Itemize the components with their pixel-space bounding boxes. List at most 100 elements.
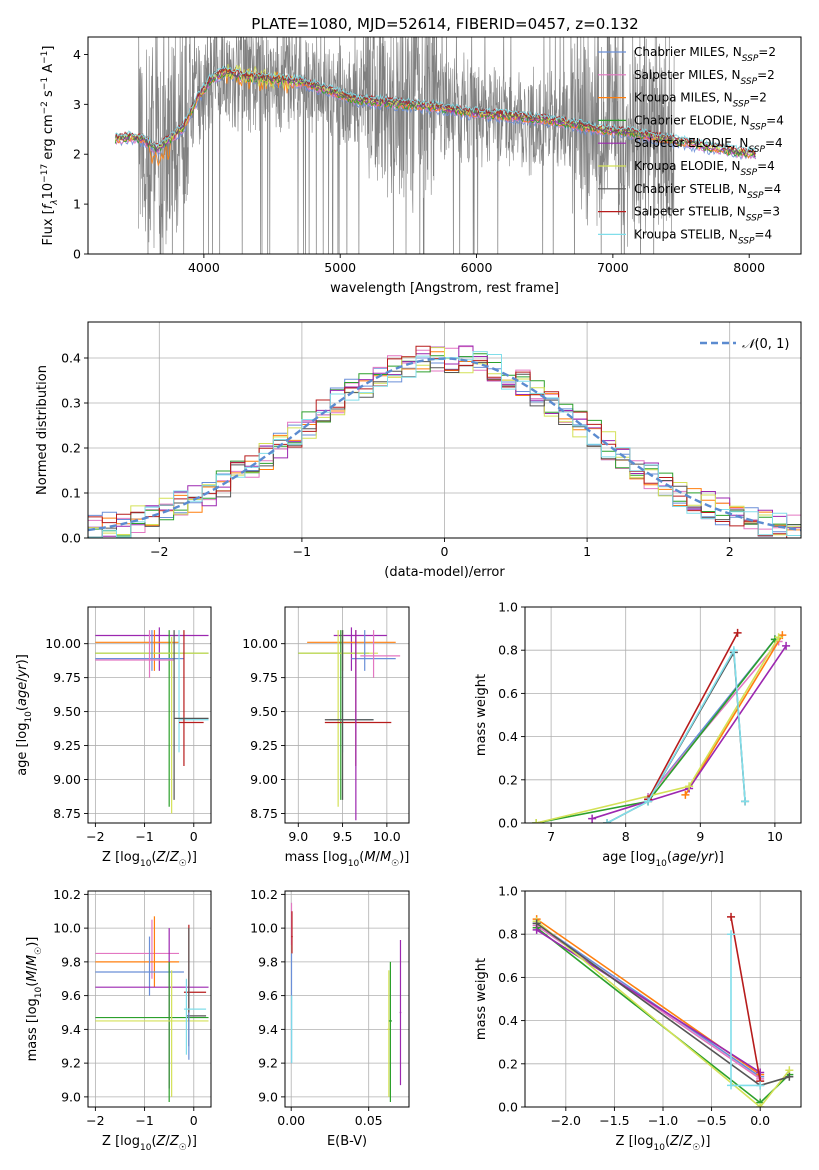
x-tick-label: 0.00 (277, 1113, 305, 1128)
label-part: )] (700, 1134, 710, 1149)
label-part: Salpeter MILES, N (634, 68, 741, 82)
weight-point-marker (727, 930, 736, 939)
x-tick-label: 0 (441, 544, 449, 559)
weight-age-y-axis-label: mass weight (474, 674, 489, 756)
label-part: yr (15, 663, 30, 679)
y-tick-label: 9.0 (61, 1089, 81, 1104)
x-tick-label: 10.0 (373, 829, 401, 844)
label-part: / (696, 850, 701, 865)
y-tick-label: 0.4 (498, 1013, 518, 1028)
legend-entry-label: Salpeter STELIB, NSSP=3 (634, 205, 780, 224)
weight-z-y-axis-label: mass weight (474, 958, 489, 1040)
label-part: 10 (653, 1143, 665, 1153)
label-part: −1 (40, 77, 50, 90)
axes-frame (524, 890, 802, 1108)
plot-area (88, 322, 801, 538)
plot-area (114, 37, 757, 254)
label-part: / (165, 850, 170, 865)
y-tick-label: 10.2 (250, 887, 278, 902)
label-part: age (672, 850, 696, 865)
weight-point-marker (685, 782, 694, 791)
x-tick-label: −1.0 (648, 1113, 678, 1128)
plot-area (525, 607, 801, 823)
y-tick-label: 0.4 (61, 351, 81, 366)
label-part: ☉ (391, 859, 399, 869)
legend-label-normal: 𝒩(0, 1) (742, 337, 789, 352)
label-part: A (41, 64, 56, 77)
label-part: age [log (15, 723, 30, 776)
y-tick-label: 10.00 (45, 636, 81, 651)
y-tick-label: 9.4 (61, 1022, 81, 1037)
model-spectrum-line (115, 65, 757, 153)
label-part: Z (669, 1134, 680, 1149)
spectrum-y-axis-label: Flux [fλ10−17 erg cm−2 s−1 A−1] (40, 46, 60, 246)
label-part: mass [log (25, 998, 40, 1061)
label-part: / (165, 1134, 170, 1149)
label-part: )] (15, 654, 30, 664)
age-mass-x-axis-label: mass [log10(M/M☉)] (285, 850, 410, 869)
panel-mass_vs_Z: −2 −1 09.09.29.49.69.810.010.2Z [log10(Z/Z… (25, 887, 212, 1153)
label-part: Z (169, 850, 180, 865)
y-tick-label: 9.8 (258, 954, 278, 969)
label-part: )] (187, 1134, 197, 1149)
y-tick-label: 9.6 (61, 988, 81, 1003)
label-part: (0, 1) (754, 337, 789, 352)
label-part: s (41, 90, 56, 101)
y-tick-label: 0.2 (61, 441, 81, 456)
label-part: Z [log (102, 1134, 140, 1149)
y-tick-label: 0.4 (498, 729, 518, 744)
x-tick-label: 7 (547, 829, 555, 844)
label-part: SSP (750, 122, 767, 132)
label-part: age [log (602, 850, 655, 865)
weight-series-line (536, 929, 761, 1074)
y-tick-label: 0.6 (498, 970, 518, 985)
x-tick-label: −2 (86, 1113, 104, 1128)
label-part: ( (667, 850, 672, 865)
label-part: Z [log (102, 850, 140, 865)
label-part: SSP (742, 54, 759, 64)
label-part: Salpeter STELIB, N (634, 205, 746, 219)
y-tick-label: 9.6 (258, 988, 278, 1003)
x-tick-label: −1 (293, 544, 311, 559)
legend-entry-label: Kroupa MILES, NSSP=2 (634, 91, 767, 110)
label-part: SSP (748, 145, 765, 155)
weight-series-line (647, 632, 739, 800)
weight-series-line (647, 641, 780, 798)
weight-series-line (606, 647, 746, 823)
figure-title: PLATE=1080, MJD=52614, FIBERID=0457, z=0… (251, 15, 638, 33)
label-part: erg cm (41, 114, 56, 163)
x-tick-label: −0.5 (696, 1113, 726, 1128)
y-tick-label: 9.2 (61, 1056, 81, 1071)
y-tick-label: 10.0 (250, 921, 278, 936)
y-tick-label: 0.8 (498, 643, 518, 658)
histogram-y-axis-label: Normed distribution (35, 365, 50, 495)
label-part: 10 (655, 859, 667, 869)
y-tick-label: 8.75 (250, 806, 278, 821)
y-tick-label: 0.2 (498, 772, 518, 787)
y-tick-label: 0.3 (61, 396, 81, 411)
label-part: M (25, 955, 40, 966)
age-z-x-axis-label: Z [log10(Z/Z☉)] (102, 850, 197, 869)
y-tick-label: 10.2 (53, 887, 81, 902)
label-part: Chabrier MILES, N (634, 45, 742, 59)
panel-mass_vs_EBV: 0.00 0.05 9.0 9.2 9.4 9.6 9.8 10.0 10.2 E(B-V) (250, 887, 410, 1149)
label-part: M (380, 850, 391, 865)
weight-point-marker (681, 790, 690, 799)
label-part: / (679, 1134, 684, 1149)
label-part: yr (700, 850, 716, 865)
y-tick-label: 0.0 (498, 816, 518, 831)
weight-point-marker (603, 819, 612, 823)
axes-frame (524, 606, 802, 824)
label-part: SSP (747, 191, 764, 201)
weight-point-marker (729, 646, 738, 655)
weight-point-marker (756, 1068, 765, 1077)
label-part: ( (151, 850, 156, 865)
axes-frame (87, 890, 212, 1108)
weight-point-marker (756, 1081, 765, 1090)
age-z-y-axis-label: age [log10(age/yr)] (15, 654, 34, 776)
weight-point-marker (727, 1081, 736, 1090)
weight-point-marker (588, 814, 597, 823)
label-part: ☉ (179, 859, 187, 869)
